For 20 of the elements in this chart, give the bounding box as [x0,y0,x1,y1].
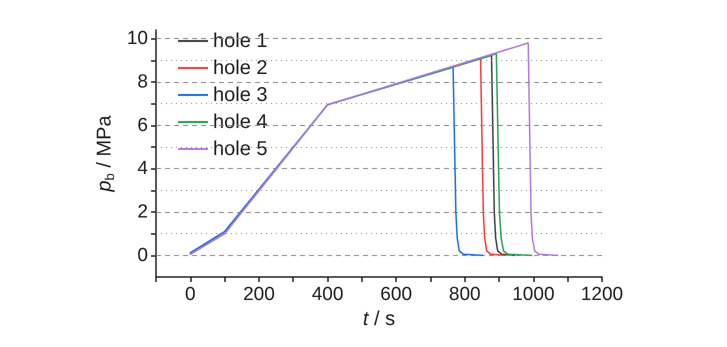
x-tick-label: 0 [185,284,196,305]
x-tick-label: 800 [448,284,481,305]
y-tick-label: 4 [137,158,148,180]
x-tick-label: 1200 [580,284,624,305]
legend-label: hole 1 [213,30,268,52]
y-tick-label: 10 [126,28,148,50]
y-axis-title: pb / MPa [93,114,117,193]
y-tick-label: 2 [137,202,148,222]
y-tick-label: 0 [137,244,148,266]
x-tick-label: 200 [243,284,275,305]
y-tick-label: 6 [137,114,148,136]
legend-label: hole 3 [213,84,268,106]
x-tick-label: 400 [312,284,344,305]
x-tick-label: 600 [380,284,412,305]
x-axis-title: t / s [362,308,396,330]
x-tick-label: 1000 [512,284,555,305]
y-tick-label: 8 [137,72,148,92]
legend-label: hole 5 [213,138,268,160]
legend-label: hole 4 [213,111,268,133]
legend-label: hole 2 [213,57,268,79]
